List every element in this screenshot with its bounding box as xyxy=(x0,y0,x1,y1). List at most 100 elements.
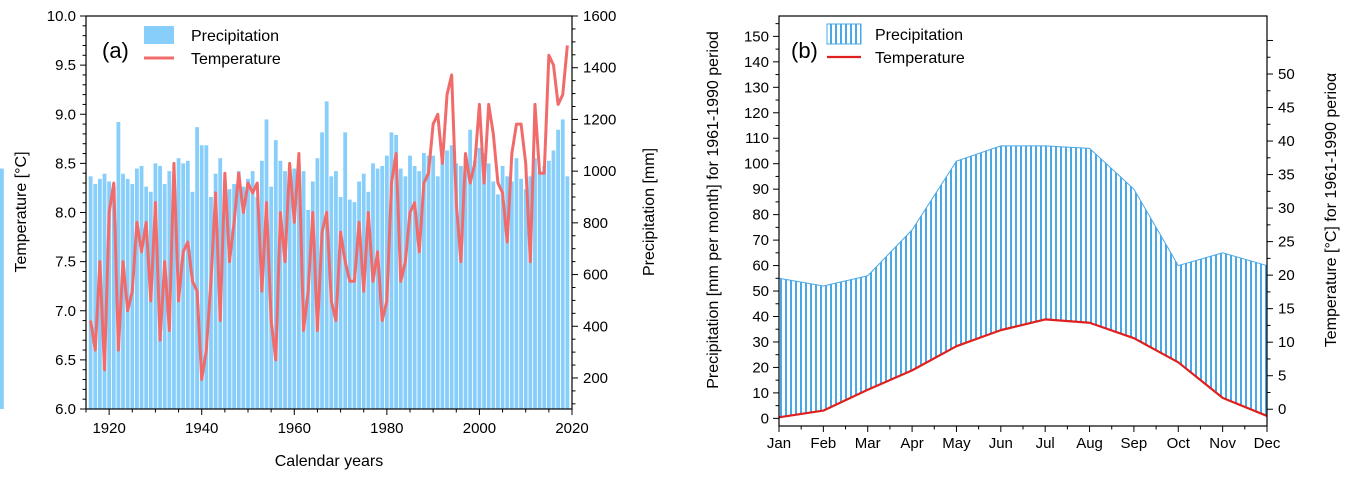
x-tick-label-b: Jan xyxy=(767,435,791,452)
precipitation-bar xyxy=(565,176,570,409)
precipitation-area xyxy=(778,145,1268,418)
precipitation-bar xyxy=(380,165,385,409)
precipitation-bar xyxy=(292,168,297,409)
precipitation-bar xyxy=(172,186,176,409)
precipitation-bar xyxy=(408,155,412,409)
precipitation-bar xyxy=(449,145,454,410)
precipitation-bar xyxy=(514,158,519,409)
x-tick-label-b: Apr xyxy=(900,435,923,452)
precipitation-bar xyxy=(158,165,162,409)
precipitation-bar xyxy=(264,119,269,409)
precipitation-bar xyxy=(241,186,246,409)
precipitation-bar xyxy=(477,147,482,409)
precipitation-bar xyxy=(315,158,320,409)
precipitation-bar xyxy=(334,171,338,409)
precipitation-bar xyxy=(162,184,167,409)
panel-label-b: (b) xyxy=(791,38,818,63)
precipitation-bar xyxy=(199,145,204,410)
precipitation-bar xyxy=(454,163,459,409)
y-tick-label-right-a: 1000 xyxy=(583,163,616,180)
x-axis-a: 1920 1940 1960 1980 2000 2020 xyxy=(85,409,589,437)
precipitation-bar xyxy=(338,196,343,409)
precipitation-bar xyxy=(389,132,394,409)
precipitation-bar xyxy=(227,189,232,409)
y-tick-label-left-b: 80 xyxy=(752,207,769,224)
legend-swatch-precipitation-a xyxy=(144,26,174,44)
y-tick-label-left-a: 10.0 xyxy=(47,8,76,25)
y-tick-label-right-b: 45 xyxy=(1278,100,1295,117)
y-tick-label-left-b: 110 xyxy=(745,130,769,147)
precipitation-bar xyxy=(139,165,144,409)
precipitation-bar xyxy=(537,171,542,409)
y-axis-left-b: 0 10 20 30 40 50 60 70 80 90 100 110 120 130 140 150 xyxy=(744,23,779,427)
x-axis-b: Jan Feb Mar Apr May Jun Jul Aug Sep Oct Nov Dec xyxy=(767,426,1281,452)
precipitation-bar xyxy=(250,171,255,409)
precipitation-bar xyxy=(560,119,565,409)
precipitation-bar xyxy=(116,122,121,409)
x-tick-label-b: Jun xyxy=(989,435,1013,452)
y-tick-label-left-a: 9.5 xyxy=(55,57,76,74)
precipitation-bar xyxy=(232,184,237,409)
precipitation-bar xyxy=(236,171,241,409)
precipitation-bar xyxy=(542,165,547,409)
precipitation-bar xyxy=(306,209,311,409)
precipitation-bar xyxy=(347,199,352,409)
temperature-line xyxy=(89,45,569,382)
precipitation-bar xyxy=(255,196,260,409)
precipitation-bar xyxy=(190,191,195,409)
precipitation-bar xyxy=(213,173,218,409)
precipitation-bar xyxy=(417,171,422,409)
precipitation-bar xyxy=(523,189,528,409)
y-tick-label-left-b: 30 xyxy=(752,334,769,351)
precipitation-bar xyxy=(431,155,436,409)
y-axis-label-left-b: Precipitation [mm per month] for 1961-19… xyxy=(705,31,722,389)
y-tick-label-left-a: 8.0 xyxy=(55,205,76,222)
y-tick-label-right-a: 1400 xyxy=(583,60,616,77)
y-axis-right-b: 0 5 10 15 20 25 30 35 40 45 50 xyxy=(1267,39,1295,418)
precipitation-bar xyxy=(111,186,116,409)
y-tick-label-right-b: 35 xyxy=(1278,167,1295,184)
y-tick-label-right-a: 800 xyxy=(583,215,608,232)
precipitation-bar xyxy=(310,181,315,409)
precipitation-bar xyxy=(426,155,431,409)
precipitation-bar xyxy=(375,168,380,409)
precipitation-bar xyxy=(107,181,112,409)
precipitation-bar xyxy=(403,176,408,409)
legend-label-precipitation-a: Precipitation xyxy=(191,28,279,45)
precipitation-bar xyxy=(468,129,473,409)
precipitation-bar xyxy=(435,176,440,409)
legend-b: Precipitation Temperature xyxy=(826,23,965,67)
precipitation-bar xyxy=(500,165,505,409)
precipitation-bar xyxy=(185,160,190,409)
precipitation-bar xyxy=(125,178,130,409)
precipitation-bar xyxy=(195,127,199,409)
y-tick-label-left-b: 20 xyxy=(752,359,769,376)
legend-label-temperature-b: Temperature xyxy=(875,50,965,67)
y-axis-label-right-a: Precipitation [mm] xyxy=(641,148,658,276)
x-tick-label-b: Aug xyxy=(1076,435,1103,452)
legend-label-precipitation-b: Precipitation xyxy=(875,27,963,44)
precipitation-bar xyxy=(352,202,357,409)
precipitation-bar xyxy=(486,163,491,409)
precipitation-bar xyxy=(556,129,561,409)
precipitation-bar xyxy=(135,168,139,409)
x-tick-label-b: Mar xyxy=(855,435,881,452)
y-axis-label-left-a: Temperature [°C] xyxy=(13,151,30,272)
y-tick-label-right-a: 1600 xyxy=(583,8,616,25)
y-tick-label-right-b: 50 xyxy=(1278,66,1295,83)
precipitation-bar xyxy=(0,168,4,409)
x-tick-label-b: Dec xyxy=(1254,435,1281,452)
precipitation-bar xyxy=(283,171,287,409)
y-tick-label-right-b: 5 xyxy=(1278,368,1286,385)
precipitation-bar xyxy=(482,153,486,409)
precipitation-bar xyxy=(287,176,292,409)
y-tick-label-left-b: 150 xyxy=(744,28,769,45)
y-axis-left-a: 6.0 6.5 7.0 7.5 8.0 8.5 9.0 9.5 10.0 xyxy=(47,8,86,418)
precipitation-bar xyxy=(144,186,149,409)
precipitation-bar xyxy=(88,176,93,409)
precipitation-bar xyxy=(551,150,556,409)
y-tick-label-left-b: 70 xyxy=(752,232,769,249)
precipitation-bar xyxy=(246,178,250,409)
x-tick-label-b: May xyxy=(942,435,971,452)
